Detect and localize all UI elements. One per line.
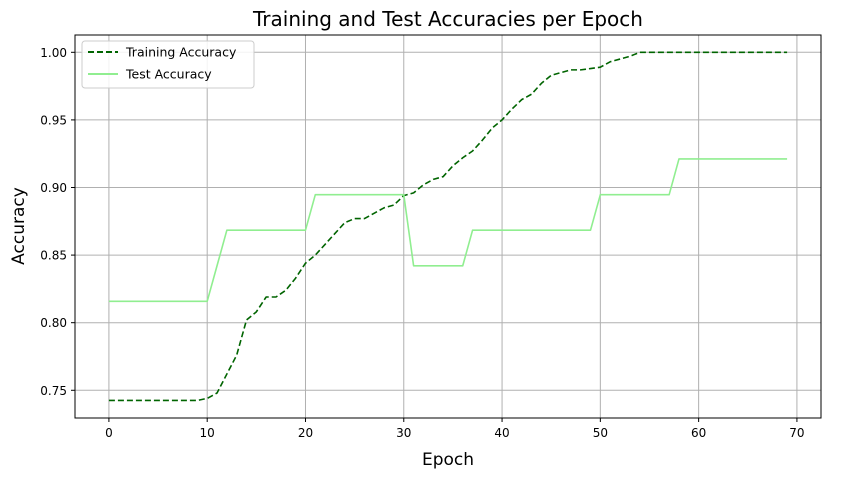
legend-label-test: Test Accuracy <box>125 67 212 82</box>
series-line-1 <box>108 158 788 303</box>
x-axis-label: Epoch <box>422 450 474 470</box>
grid <box>75 35 821 418</box>
y-tick-label: 0.95 <box>40 113 67 127</box>
y-axis-label: Accuracy <box>9 187 29 265</box>
series-line-0 <box>108 51 788 402</box>
x-tick-label: 0 <box>105 426 113 440</box>
y-tick-label: 1.00 <box>40 46 67 60</box>
legend-frame <box>81 40 255 89</box>
series-layer <box>108 51 788 402</box>
y-tick-label: 0.80 <box>40 316 67 330</box>
x-tick-label: 40 <box>494 426 509 440</box>
y-tick-label: 0.75 <box>40 384 67 398</box>
legend: Training Accuracy Test Accuracy <box>81 40 255 89</box>
axis-ticks: 0 10 20 30 40 50 60 70 0.75 0.80 0.85 0.90 0.95 1.00 <box>40 46 804 440</box>
x-tick-label: 50 <box>593 426 608 440</box>
y-tick-label: 0.90 <box>40 181 67 195</box>
x-tick-label: 20 <box>298 426 313 440</box>
legend-label-training: Training Accuracy <box>125 45 237 60</box>
plot-area-frame <box>74 34 822 419</box>
x-tick-label: 30 <box>396 426 411 440</box>
x-tick-label: 70 <box>789 426 804 440</box>
x-tick-label: 60 <box>691 426 706 440</box>
x-tick-label: 10 <box>200 426 215 440</box>
y-tick-label: 0.85 <box>40 249 67 263</box>
chart-title: Training and Test Accuracies per Epoch <box>252 7 643 31</box>
